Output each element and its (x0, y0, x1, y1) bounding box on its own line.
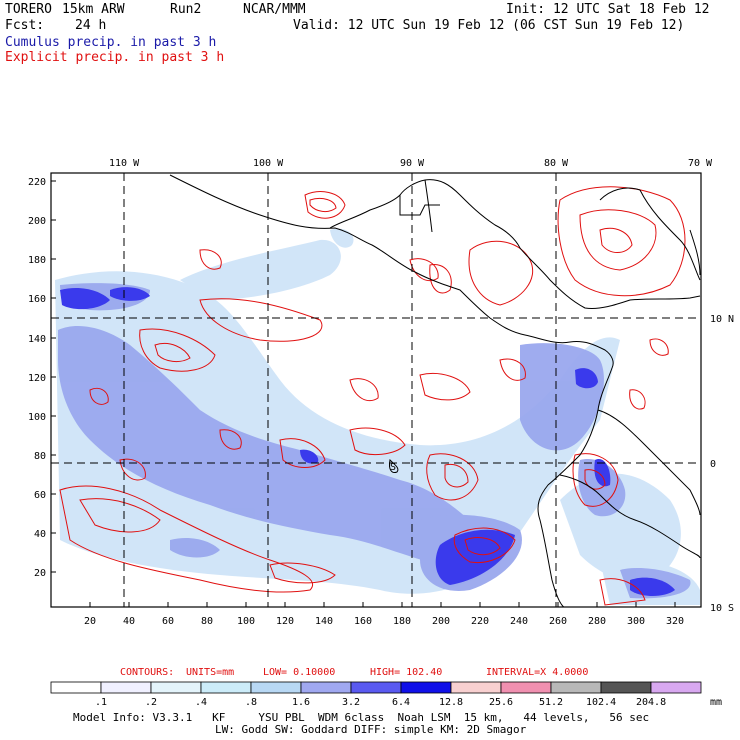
lon-label: 110 W (109, 158, 140, 169)
colorbar-swatch (250, 681, 302, 694)
y-tick-label: 160 (28, 294, 46, 305)
x-tick-label: 160 (354, 616, 372, 627)
x-tick-label: 220 (471, 616, 489, 627)
valid-time: Valid: 12 UTC Sun 19 Feb 12 (06 CST Sun … (293, 18, 685, 33)
lat-label: 0 (710, 459, 716, 470)
lon-label: 80 W (544, 158, 569, 169)
colorbar-label: 102.4 (586, 697, 617, 708)
y-tick-label: 20 (34, 568, 46, 579)
lon-label: 70 W (688, 158, 713, 169)
x-tick-label: 100 (237, 616, 255, 627)
colorbar-label: 204.8 (636, 697, 667, 708)
x-tick-label: 80 (201, 616, 213, 627)
colorbar-swatch (550, 681, 602, 694)
colorbar-label: .2 (145, 697, 158, 708)
x-tick-label: 260 (549, 616, 567, 627)
y-tick-label: 100 (28, 412, 46, 423)
x-tick-label: 200 (432, 616, 450, 627)
model-info-line2: LW: Godd SW: Goddard DIFF: simple KM: 2D… (215, 723, 527, 736)
y-tick-label: 40 (34, 529, 46, 540)
colorbar-swatch (300, 681, 352, 694)
colorbar-swatch (350, 681, 402, 694)
colorbar-label: 25.6 (489, 697, 514, 708)
x-tick-label: 20 (84, 616, 96, 627)
model-info-line1: Model Info: V3.3.1 KF YSU PBL WDM 6class… (73, 711, 650, 724)
colorbar-swatch (450, 681, 502, 694)
cumulus-title: Cumulus precip. in past 3 h (5, 35, 217, 50)
map-frame (50, 172, 702, 608)
station-marker: S (390, 462, 396, 473)
lon-label: 100 W (253, 158, 284, 169)
x-tick-label: 40 (123, 616, 135, 627)
lat-label: 10 S (710, 603, 734, 614)
colorbar-swatch (650, 681, 702, 694)
colorbar-swatch (100, 681, 152, 694)
colorbar-swatch (400, 681, 452, 694)
colorbar-label: 6.4 (392, 697, 411, 708)
precip-field (55, 228, 700, 605)
x-tick-label: 60 (162, 616, 174, 627)
x-tick-label: 180 (393, 616, 411, 627)
forecast-label: Fcst: (5, 18, 45, 33)
model-resolution: 15km ARW (62, 2, 125, 17)
colorbar-units: mm (710, 697, 723, 708)
lat-labels: 10 N 0 10 S (710, 314, 734, 614)
y-tick-label: 140 (28, 334, 46, 345)
colorbar-label: .8 (245, 697, 258, 708)
x-tick-label: 320 (666, 616, 684, 627)
colorbar-label: 51.2 (539, 697, 564, 708)
x-tick-label: 280 (588, 616, 606, 627)
contours-label: CONTOURS: (120, 667, 175, 678)
colorbar-swatch (50, 681, 102, 694)
contours-low: LOW= 0.10000 (263, 667, 336, 678)
axis-ticks (51, 180, 676, 607)
contours-high: HIGH= 102.40 (370, 667, 443, 678)
colorbar-label: .1 (95, 697, 108, 708)
y-tick-label: 120 (28, 373, 46, 384)
lon-label: 90 W (400, 158, 425, 169)
x-tick-label: 300 (627, 616, 645, 627)
colorbar-swatch (500, 681, 552, 694)
colorbar-label: .4 (195, 697, 208, 708)
contours-units: UNITS=mm (186, 667, 235, 678)
explicit-title: Explicit precip. in past 3 h (5, 50, 225, 65)
coastlines (169, 174, 701, 607)
model-name: TORERO (5, 2, 52, 17)
colorbar-label: 12.8 (439, 697, 464, 708)
y-tick-label: 220 (28, 177, 46, 188)
x-tick-label: 140 (315, 616, 333, 627)
y-tick-label: 60 (34, 490, 46, 501)
org-label: NCAR/MMM (243, 2, 306, 17)
init-time: Init: 12 UTC Sat 18 Feb 12 (506, 2, 710, 17)
latlon-grid (51, 173, 701, 607)
colorbar (50, 681, 702, 694)
lon-labels: 110 W 100 W 90 W 80 W 70 W (109, 158, 713, 169)
run-label: Run2 (170, 2, 202, 17)
y-tick-labels: 220 200 180 160 140 120 100 80 60 40 20 (28, 177, 46, 579)
forecast-value: 24 h (75, 18, 107, 33)
colorbar-swatch (200, 681, 252, 694)
y-tick-label: 180 (28, 255, 46, 266)
colorbar-swatch (150, 681, 202, 694)
x-tick-label: 240 (510, 616, 528, 627)
colorbar-label: 1.6 (292, 697, 311, 708)
y-tick-label: 80 (34, 451, 46, 462)
colorbar-swatch (600, 681, 652, 694)
x-tick-label: 120 (276, 616, 294, 627)
lat-label: 10 N (710, 314, 734, 325)
contours-interval: INTERVAL=X 4.0000 (486, 667, 589, 678)
colorbar-label: 3.2 (342, 697, 361, 708)
x-tick-labels: 20 40 60 80 100 120 140 160 180 200 220 … (84, 616, 684, 627)
y-tick-label: 200 (28, 216, 46, 227)
